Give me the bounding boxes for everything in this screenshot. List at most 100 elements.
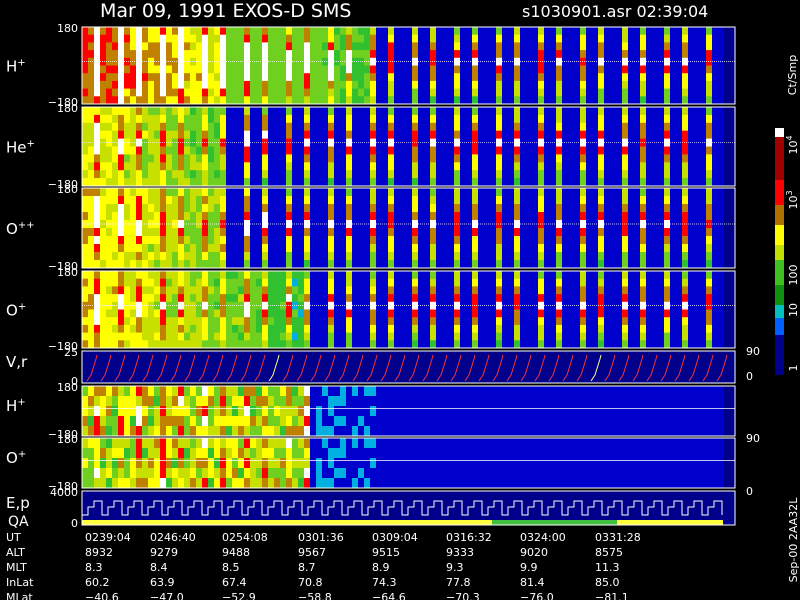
spectrum-cell <box>718 170 724 179</box>
spectrum-cell <box>652 130 658 140</box>
spectrum-cell <box>166 294 172 303</box>
spectrum-cell <box>520 294 526 303</box>
spectrum-cell <box>472 294 478 303</box>
spectrum-cell <box>412 130 418 140</box>
spectrum-cell <box>100 458 106 469</box>
spectrum-cell <box>712 406 718 417</box>
spectrum-cell <box>688 236 694 245</box>
spectrum-cell <box>280 114 286 124</box>
spectrum-cell <box>538 196 544 205</box>
spectrum-cell <box>250 324 256 334</box>
spectrum-cell <box>400 386 406 397</box>
spectrum-cell <box>382 416 388 427</box>
spectrum-cell <box>676 34 682 43</box>
spectrum-cell <box>226 130 232 140</box>
spectrum-cell <box>664 122 670 132</box>
spectrum-cell <box>664 154 670 163</box>
spectrum-cell <box>712 260 718 269</box>
spectrum-cell <box>478 236 484 245</box>
velocity-trace <box>492 354 504 382</box>
spectrum-cell <box>682 416 688 427</box>
spectrum-cell <box>700 154 706 163</box>
spectrum-cell <box>100 154 106 163</box>
spectrum-cell <box>700 278 706 287</box>
spectrum-cell <box>424 309 430 318</box>
spectrum-cell <box>340 252 346 261</box>
spectrum-cell <box>490 80 496 90</box>
spectrum-cell <box>358 170 364 179</box>
spectrum-cell <box>448 426 454 437</box>
spectrum-cell <box>310 386 316 397</box>
spectrum-cell <box>208 416 214 427</box>
spectrum-cell <box>520 406 526 417</box>
spectrum-cell <box>136 170 142 179</box>
spectrum-cell <box>106 396 112 407</box>
spectrum-cell <box>472 386 478 397</box>
spectrum-cell <box>82 154 88 163</box>
spectrum-cell <box>178 294 184 303</box>
spectrum-cell <box>568 34 574 43</box>
spectrum-cell <box>478 386 484 397</box>
spectrum-cell <box>172 80 178 90</box>
spectrum-cell <box>718 294 724 303</box>
spectrum-cell <box>694 317 700 326</box>
spectrum-cell <box>454 50 460 59</box>
spectrum-cell <box>88 27 94 36</box>
spectrum-cell <box>244 65 250 74</box>
spectrum-cell <box>460 88 466 97</box>
spectrum-cell <box>376 204 382 213</box>
spectrum-cell <box>232 271 238 280</box>
spectrum-cell <box>256 88 262 97</box>
spectrum-cell <box>598 212 604 221</box>
spectrum-cell <box>340 332 346 341</box>
spectrum-cell <box>610 260 616 269</box>
spectrum-cell <box>634 88 640 97</box>
spectrum-cell <box>142 80 148 90</box>
spectrum-cell <box>544 252 550 261</box>
spectrum-cell <box>88 162 94 171</box>
spectrum-cell <box>352 196 358 205</box>
spectrum-cell <box>448 252 454 261</box>
spectrum-cell <box>208 178 214 187</box>
spectrum-cell <box>658 228 664 237</box>
spectrum-cell <box>454 324 460 334</box>
spectrum-cell <box>382 340 388 349</box>
spectrum-cell <box>328 278 334 287</box>
spectrum-cell <box>538 332 544 341</box>
spectrum-cell <box>508 416 514 427</box>
spectrum-cell <box>436 88 442 97</box>
spectrum-cell <box>172 386 178 397</box>
spectrum-cell <box>280 146 286 155</box>
spectrum-cell <box>244 340 250 349</box>
spectrum-cell <box>256 130 262 140</box>
spectrum-cell <box>352 162 358 171</box>
spectrum-cell <box>466 416 472 427</box>
spectrum-cell <box>442 271 448 280</box>
spectrum-cell <box>274 204 280 213</box>
spectrum-cell <box>196 260 202 269</box>
spectrum-cell <box>310 122 316 132</box>
spectrum-cell <box>484 114 490 124</box>
spectrum-cell <box>364 332 370 341</box>
label-sup: + <box>27 139 35 150</box>
spectrum-cell <box>484 42 490 51</box>
spectrum-cell <box>544 65 550 74</box>
spectrum-cell <box>460 50 466 59</box>
spectrum-cell <box>502 196 508 205</box>
spectrum-cell <box>610 309 616 318</box>
spectrum-cell <box>538 396 544 407</box>
spectrum-cell <box>622 324 628 334</box>
spectrum-cell <box>688 80 694 90</box>
spectrum-cell <box>484 50 490 59</box>
spectrum-cell <box>190 426 196 437</box>
spectrum-cell <box>148 212 154 221</box>
spectrum-cell <box>526 426 532 437</box>
spectrum-cell <box>574 252 580 261</box>
spectrum-cell <box>568 406 574 417</box>
spectrum-cell <box>448 170 454 179</box>
spectrum-cell <box>358 286 364 295</box>
spectrum-cell <box>202 65 208 74</box>
spectrum-cell <box>706 196 712 205</box>
spectrum-cell <box>184 406 190 417</box>
spectrum-cell <box>532 416 538 427</box>
